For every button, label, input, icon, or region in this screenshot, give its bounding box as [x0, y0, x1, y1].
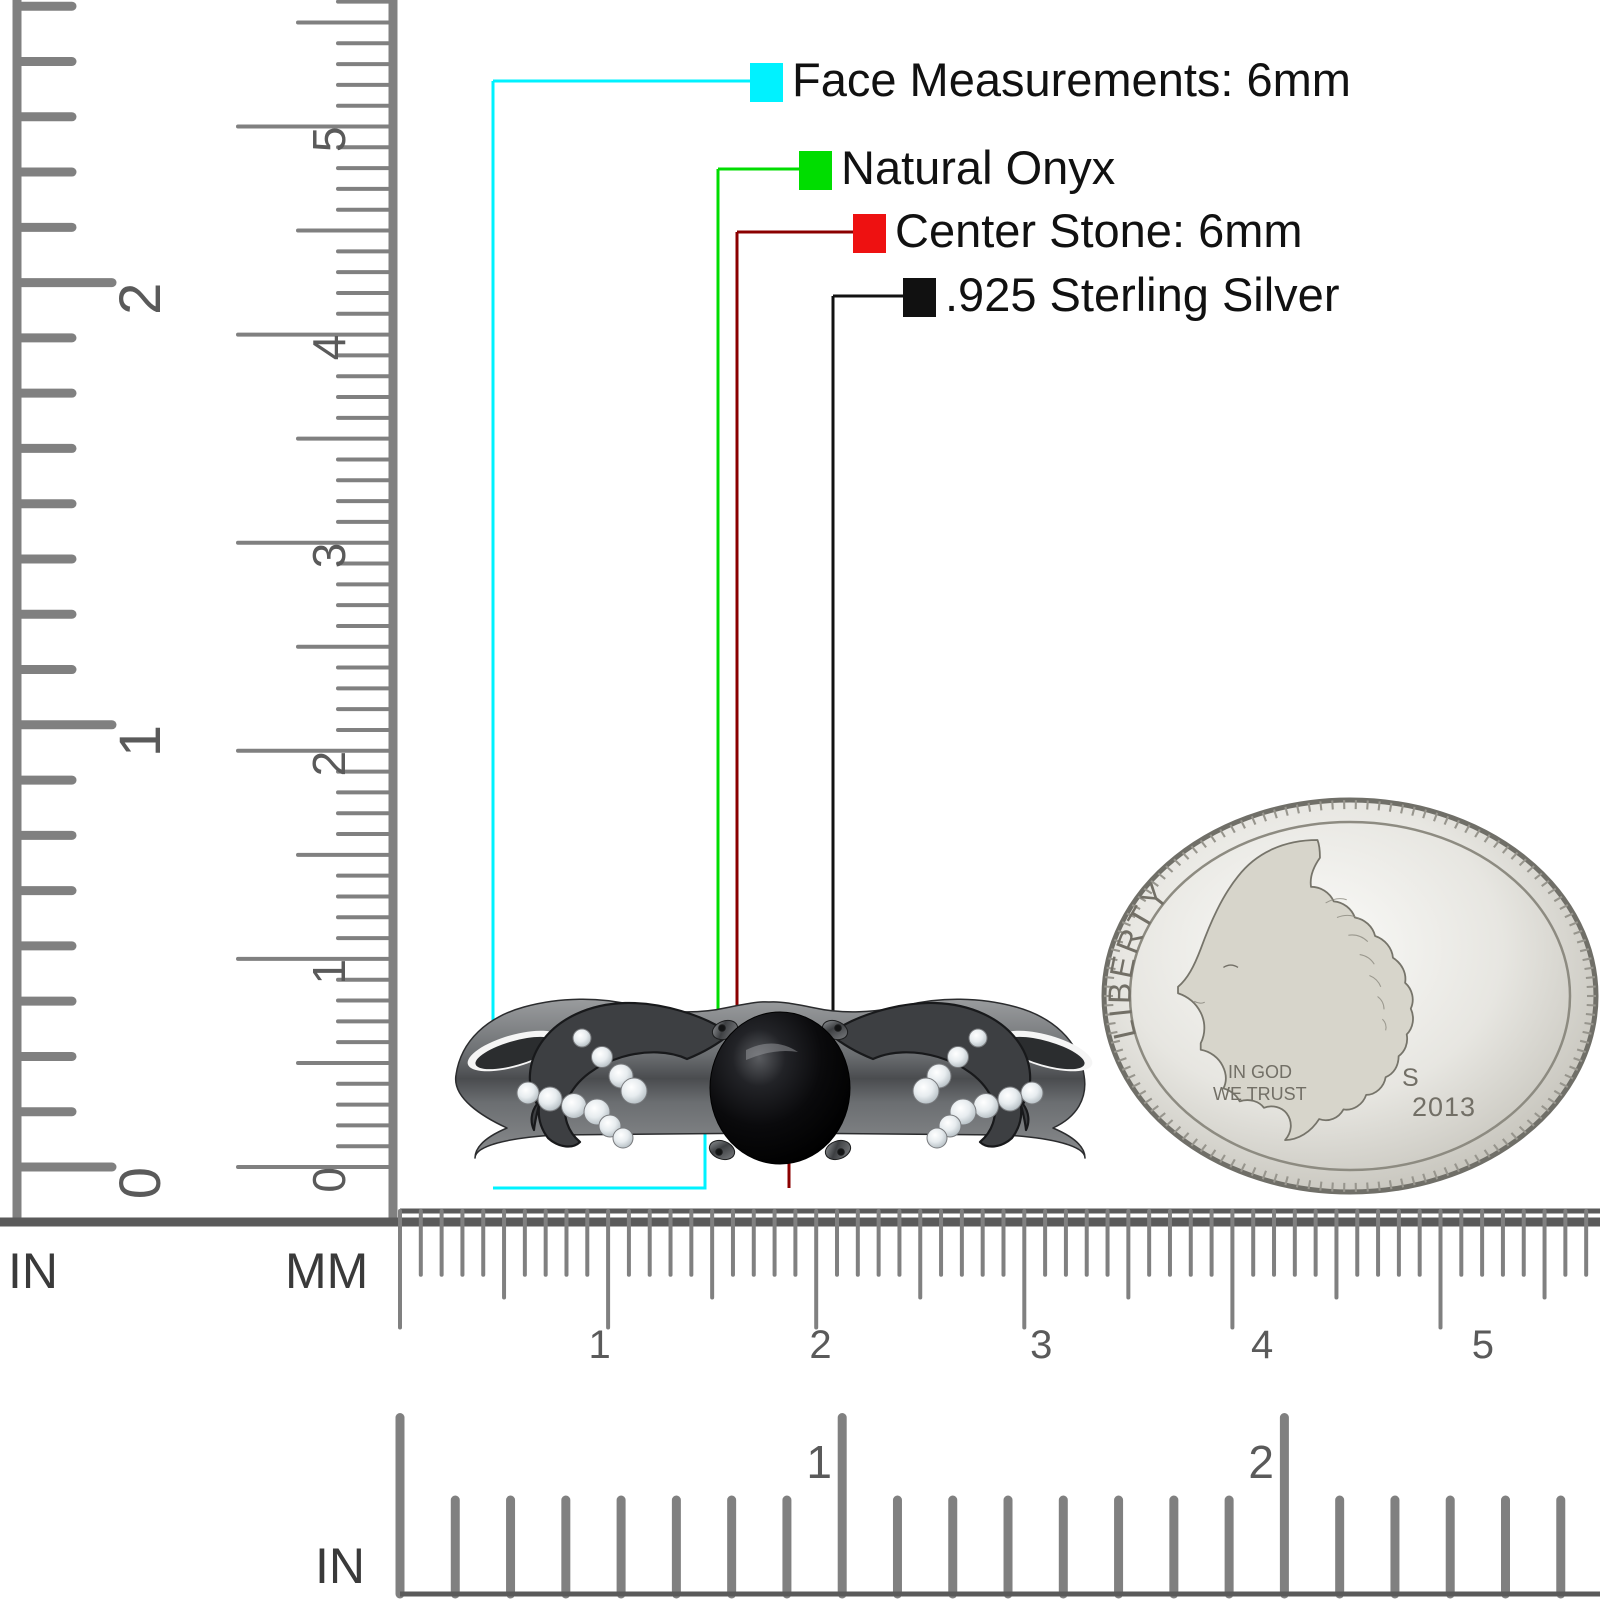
svg-text:5: 5: [1472, 1323, 1494, 1367]
svg-text:WE TRUST: WE TRUST: [1213, 1084, 1307, 1104]
svg-text:1: 1: [589, 1323, 611, 1367]
svg-text:MM: MM: [285, 1243, 368, 1299]
svg-text:IN: IN: [8, 1243, 58, 1299]
svg-text:3: 3: [1030, 1323, 1052, 1367]
svg-text:1: 1: [108, 725, 173, 757]
svg-text:2013: 2013: [1412, 1092, 1476, 1122]
svg-text:0: 0: [303, 1167, 355, 1193]
svg-text:2: 2: [108, 283, 173, 315]
svg-text:S: S: [1402, 1064, 1419, 1092]
svg-text:4: 4: [1251, 1323, 1273, 1367]
svg-text:3: 3: [303, 543, 355, 569]
svg-text:1: 1: [806, 1436, 832, 1488]
svg-text:Face Measurements: 6mm: Face Measurements: 6mm: [792, 53, 1351, 106]
svg-text:2: 2: [303, 751, 355, 777]
svg-text:IN GOD: IN GOD: [1228, 1062, 1292, 1082]
svg-text:0: 0: [108, 1167, 173, 1199]
svg-text:2: 2: [809, 1323, 831, 1367]
svg-text:5: 5: [303, 127, 355, 153]
svg-text:Natural Onyx: Natural Onyx: [841, 141, 1115, 194]
svg-text:.925 Sterling Silver: .925 Sterling Silver: [945, 268, 1339, 321]
svg-text:4: 4: [303, 335, 355, 361]
svg-text:2: 2: [1248, 1436, 1274, 1488]
svg-text:1: 1: [303, 959, 355, 985]
svg-text:IN: IN: [315, 1538, 365, 1594]
svg-text:Center Stone: 6mm: Center Stone: 6mm: [895, 204, 1303, 257]
